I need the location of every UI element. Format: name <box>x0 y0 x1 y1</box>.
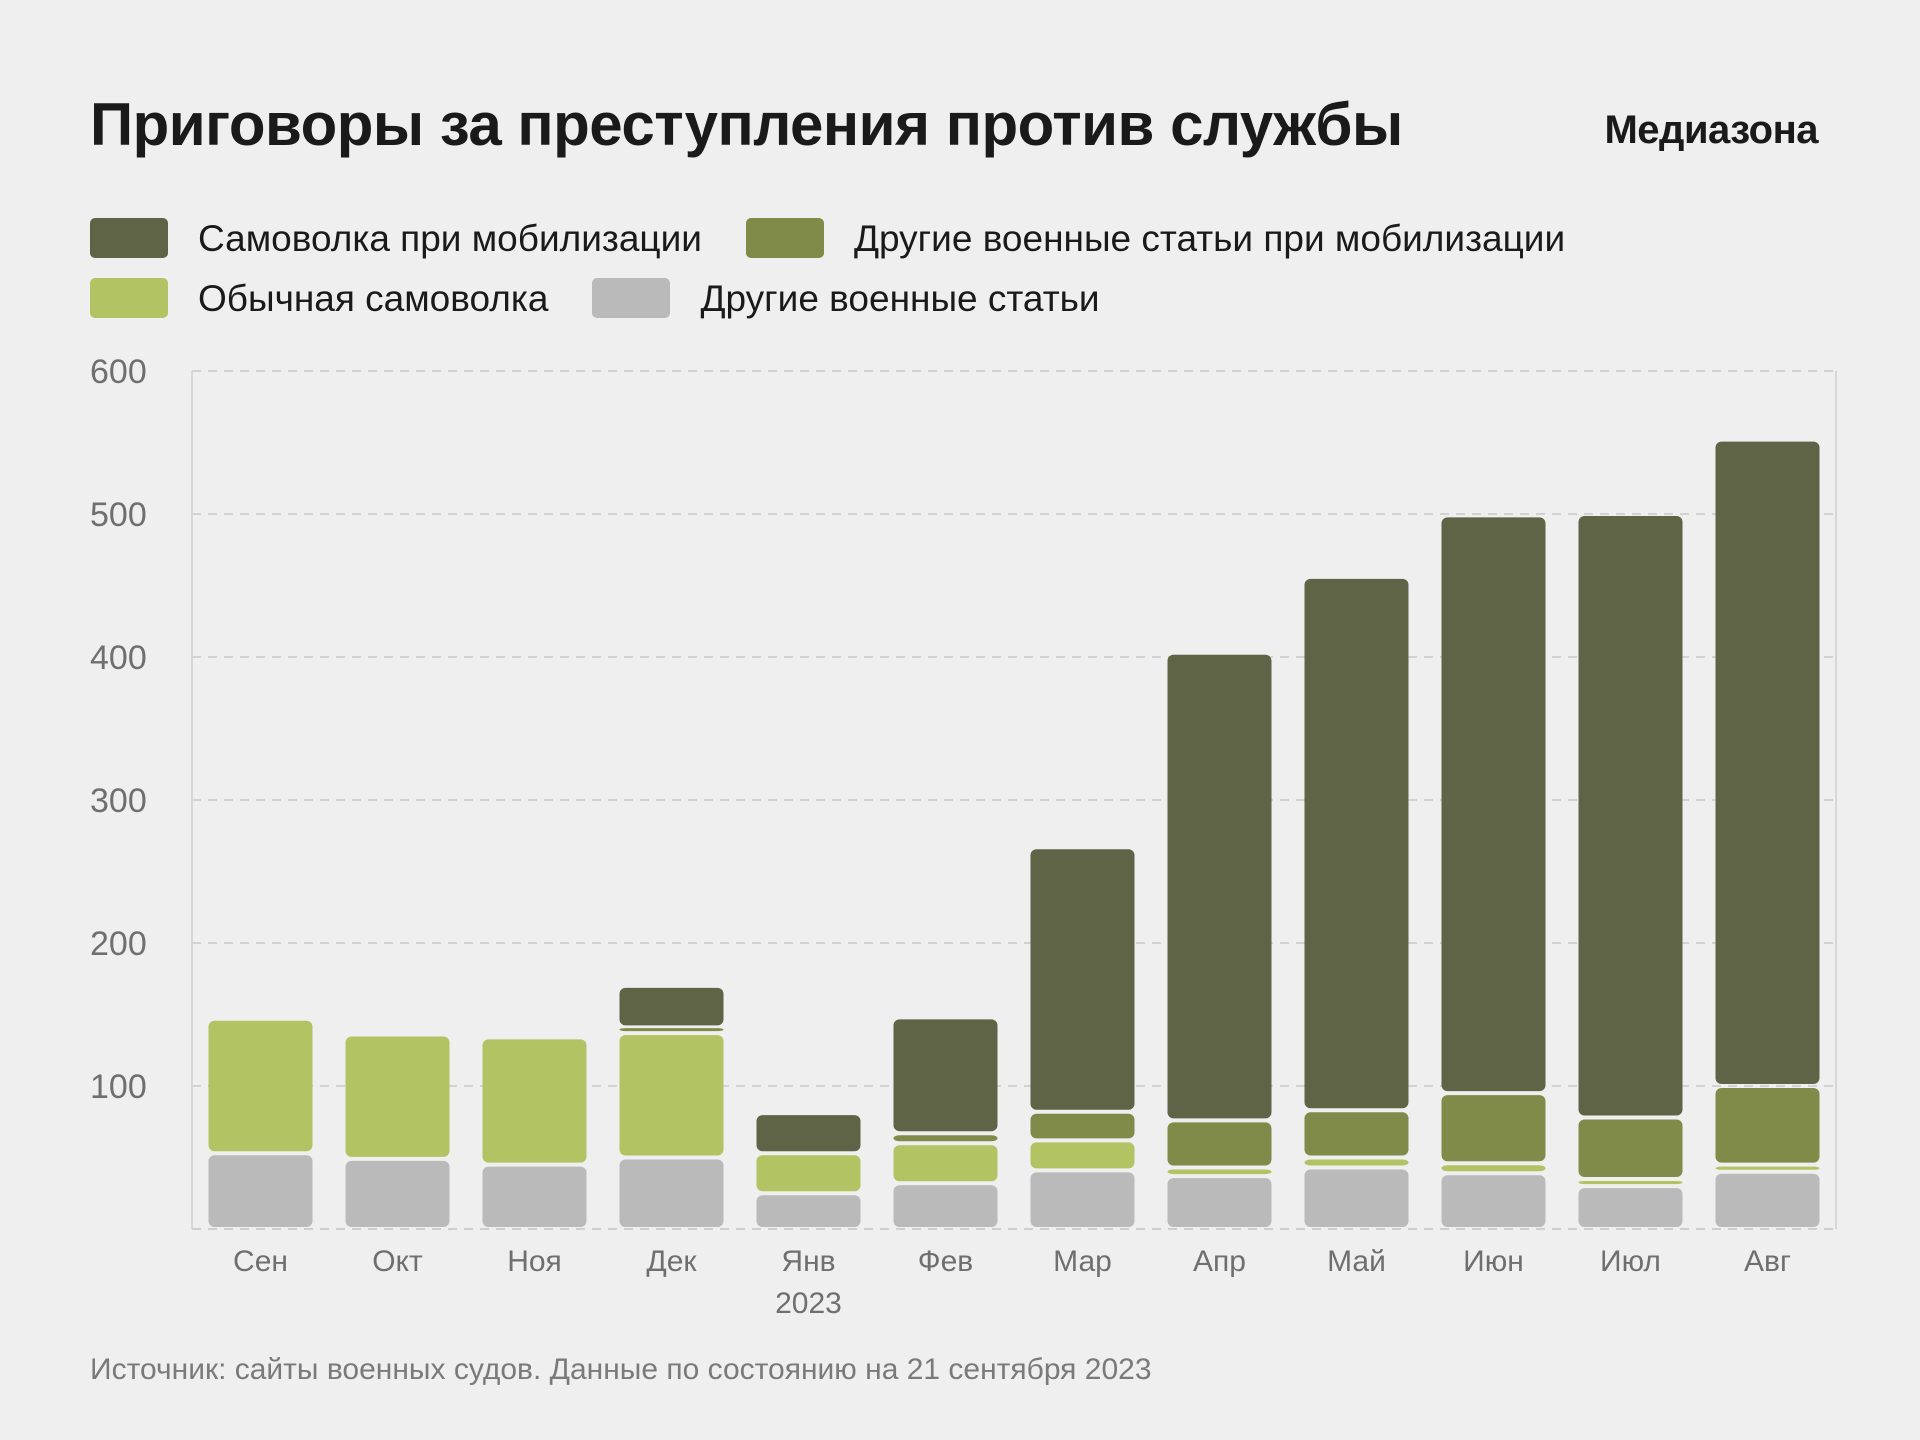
legend-label: Другие военные статьи при мобилизации <box>853 217 1566 259</box>
legend-swatch <box>90 218 168 258</box>
bar-segment <box>482 1039 587 1163</box>
legend-label: Другие военные статьи <box>700 277 1100 319</box>
chart-title: Приговоры за преступления против службы <box>90 91 1403 158</box>
bar-segment <box>1030 1172 1135 1227</box>
bar-segment <box>1304 1112 1409 1156</box>
bar-segment <box>1304 578 1409 1109</box>
y-tick-label: 300 <box>90 782 147 820</box>
x-tick-label: Ноя <box>507 1245 562 1278</box>
legend-label: Самоволка при мобилизации <box>198 217 702 259</box>
x-tick-label: Мар <box>1053 1245 1112 1278</box>
bar-segment <box>1030 1142 1135 1169</box>
x-tick-label: Июн <box>1463 1245 1524 1278</box>
legend-row: Самоволка при мобилизации Другие военные… <box>90 208 1850 268</box>
legend-row: Обычная самоволка Другие военные статьи <box>90 268 1850 328</box>
x-tick-label: Апр <box>1193 1245 1246 1278</box>
bar-segment <box>1167 1169 1272 1175</box>
bar-segment <box>1578 1119 1683 1177</box>
bar-segment <box>1715 1173 1820 1227</box>
y-tick-label: 200 <box>90 925 147 963</box>
y-tick-label: 600 <box>90 353 147 391</box>
bar-segment <box>619 1159 724 1227</box>
bar-segment <box>1304 1159 1409 1166</box>
bar-segment <box>1715 1166 1820 1170</box>
bar-segment <box>756 1195 861 1227</box>
x-tick-label: Окт <box>372 1245 423 1278</box>
bar-segment <box>1441 1095 1546 1162</box>
legend-swatch <box>745 218 824 258</box>
bar-segment <box>756 1115 861 1152</box>
bar-segment <box>1304 1169 1409 1227</box>
bar-segment <box>345 1036 450 1157</box>
bar-segment <box>1030 1113 1135 1139</box>
bar-segment <box>619 987 724 1026</box>
bar-segment <box>482 1166 587 1227</box>
x-tick-label: Май <box>1327 1245 1386 1278</box>
bar-segment <box>893 1145 998 1182</box>
chart-legend: Самоволка при мобилизации Другие военные… <box>90 208 1850 328</box>
bar-segment <box>1441 1175 1546 1227</box>
x-tick-sublabel: 2023 <box>775 1287 842 1320</box>
bar-segment <box>1578 1188 1683 1227</box>
bar-segment <box>1715 1088 1820 1163</box>
bar-segment <box>1578 1180 1683 1185</box>
x-tick-label: Авг <box>1744 1245 1791 1278</box>
legend-item-mobilization-awol: Самоволка при мобилизации <box>90 218 702 258</box>
bar-segment <box>345 1160 450 1227</box>
bar-segment <box>1441 1165 1546 1172</box>
x-tick-label: Дек <box>646 1245 697 1278</box>
bar-segment <box>619 1028 724 1032</box>
x-tick-label: Июл <box>1600 1245 1661 1278</box>
bar-segment <box>1167 1178 1272 1227</box>
bar-segment <box>893 1019 998 1132</box>
bar-segment <box>1167 1122 1272 1166</box>
bar-segment <box>1441 517 1546 1092</box>
brand-logo: Медиазона <box>1604 108 1818 152</box>
bar-segment <box>619 1035 724 1156</box>
y-tick-label: 500 <box>90 496 147 534</box>
x-tick-label: Янв <box>781 1245 835 1278</box>
bar-segment <box>1578 516 1683 1116</box>
x-tick-label: Сен <box>233 1245 288 1278</box>
legend-item-other-military: Другие военные статьи <box>592 277 1100 319</box>
legend-swatch <box>592 278 671 318</box>
bar-segment <box>893 1135 998 1142</box>
bar-segment <box>893 1185 998 1227</box>
y-tick-label: 400 <box>90 639 147 677</box>
x-tick-label: Фев <box>918 1245 973 1278</box>
bar-segment <box>1167 654 1272 1119</box>
y-tick-label: 100 <box>90 1068 147 1106</box>
legend-item-regular-awol: Обычная самоволка <box>90 278 548 318</box>
bar-segment <box>208 1020 313 1152</box>
legend-item-mobilization-other: Другие военные статьи при мобилизации <box>745 217 1566 259</box>
source-note: Источник: сайты военных судов. Данные по… <box>90 1353 1152 1386</box>
bar-segment <box>1715 441 1820 1084</box>
legend-label: Обычная самоволка <box>198 277 549 319</box>
bar-segment <box>756 1155 861 1192</box>
bar-segment <box>208 1155 313 1227</box>
bar-segment <box>1030 849 1135 1110</box>
legend-swatch <box>90 278 168 318</box>
